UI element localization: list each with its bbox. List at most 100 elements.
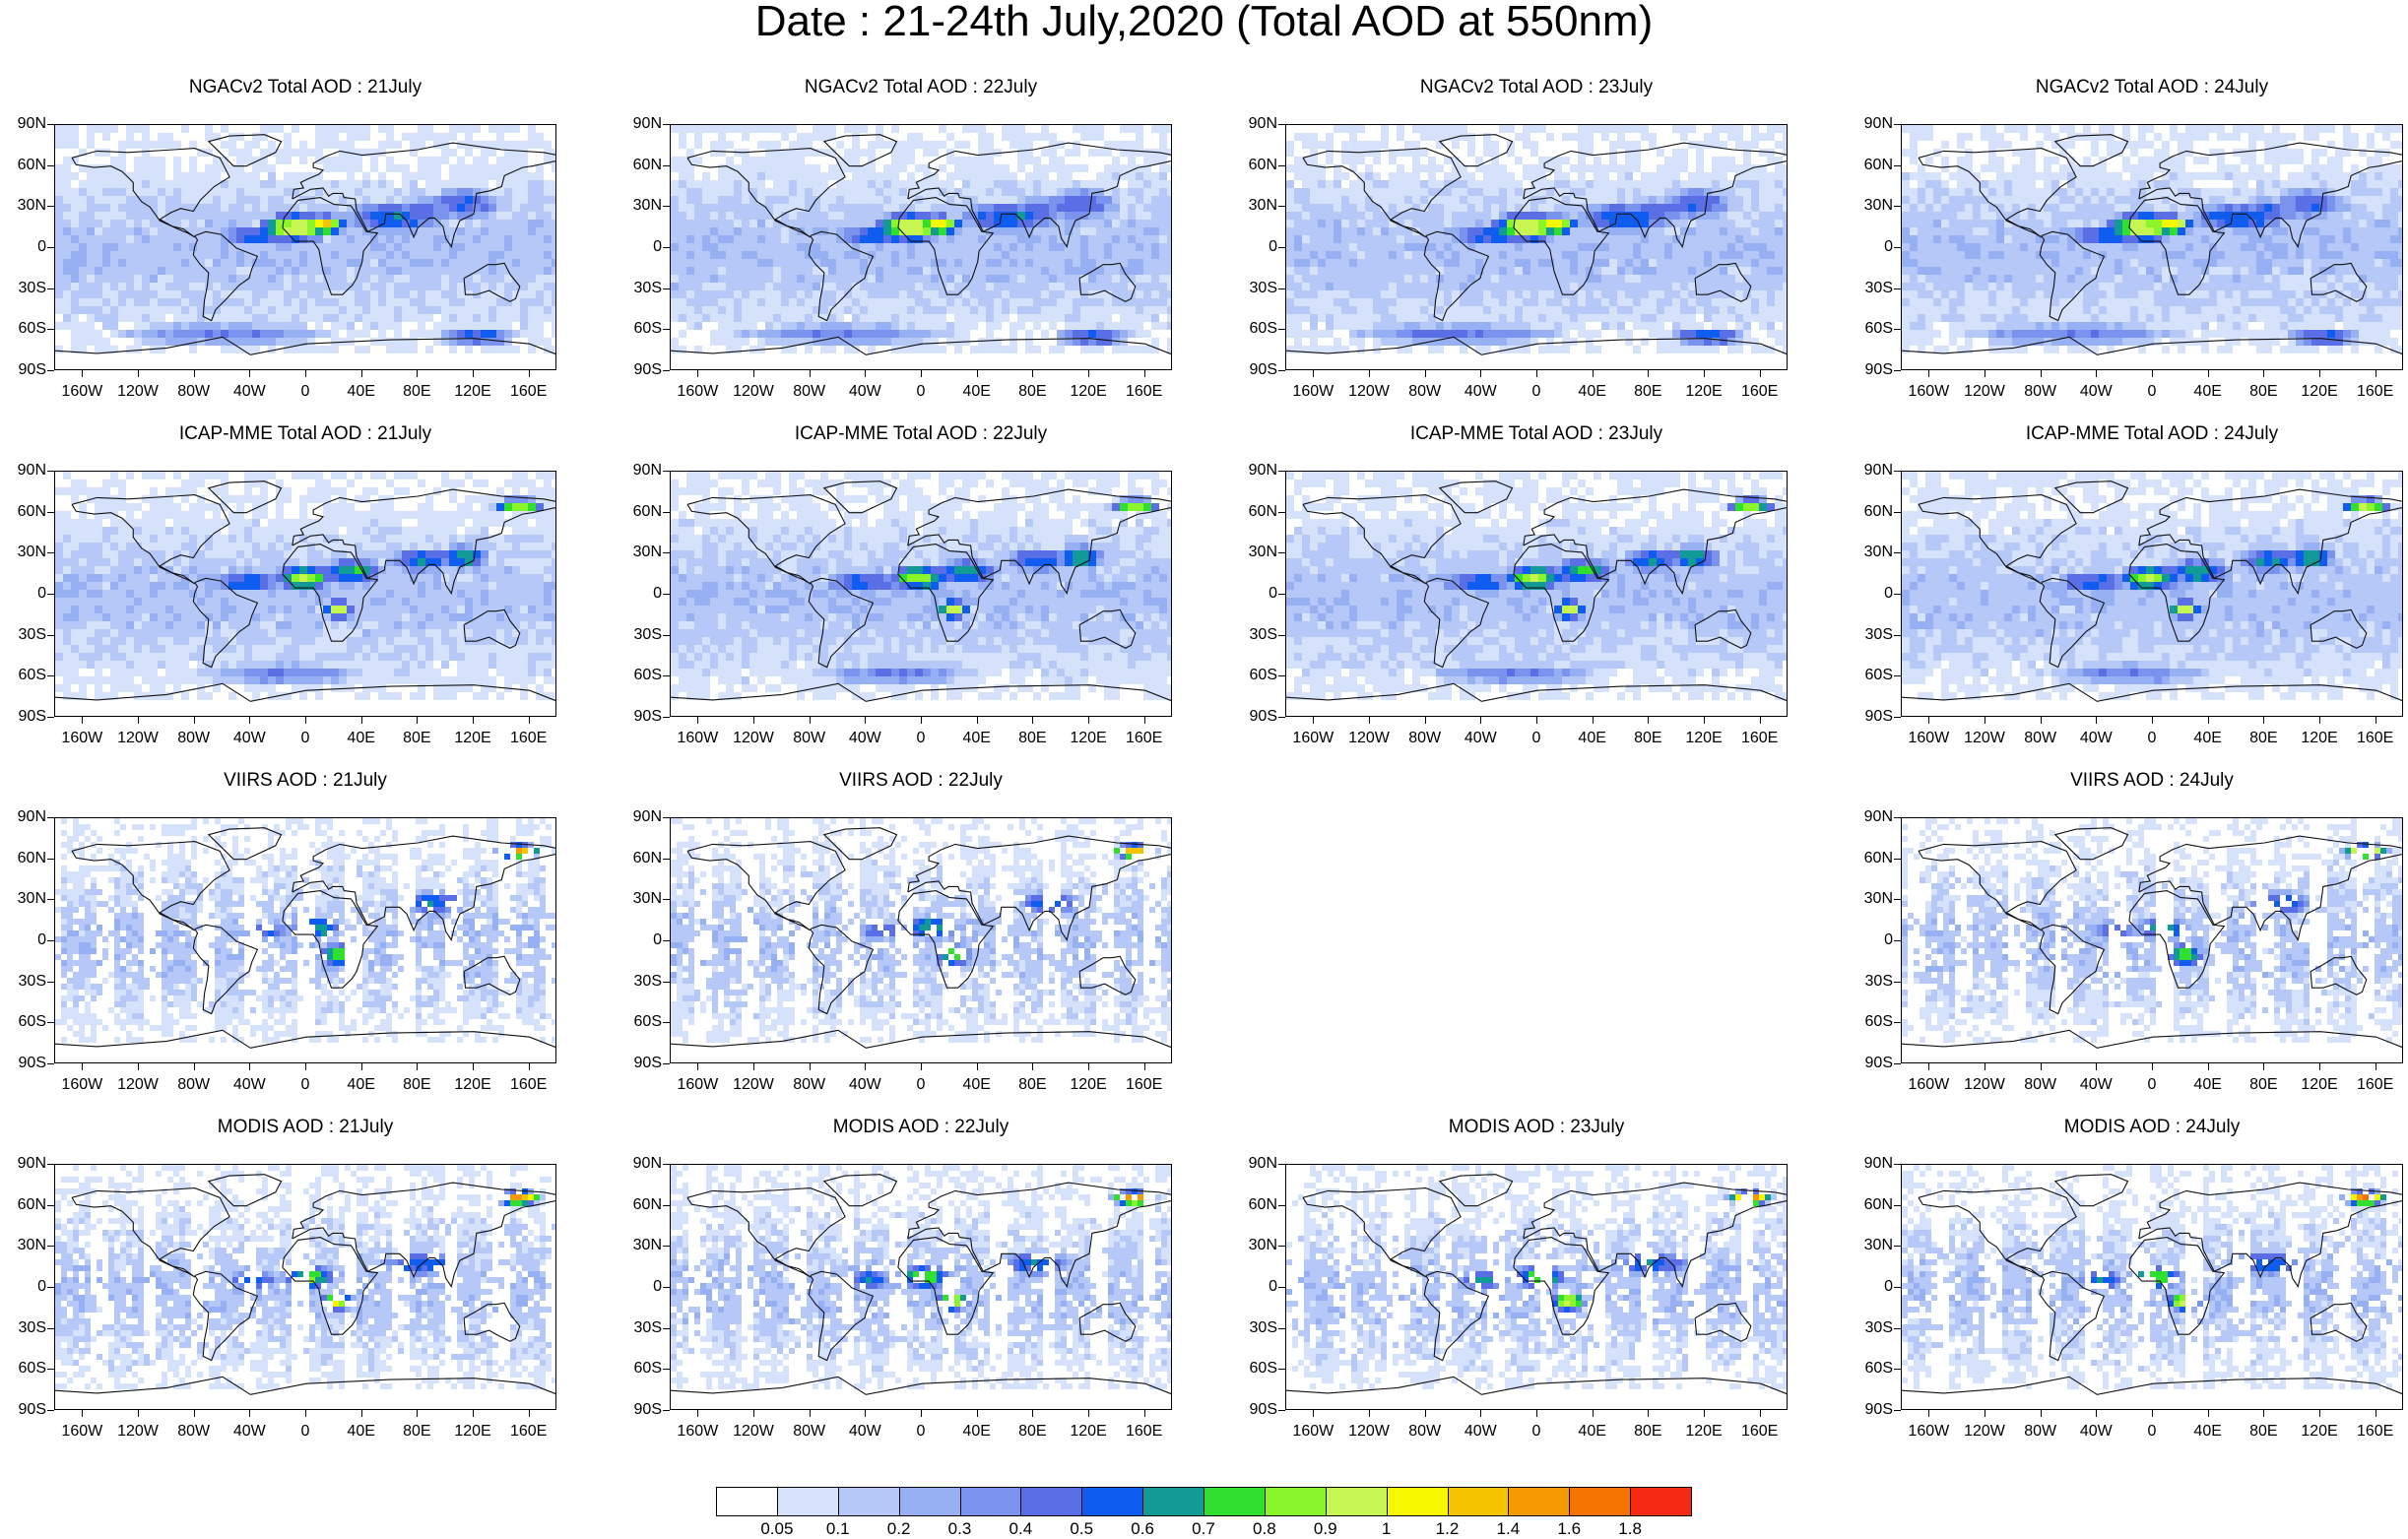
lon-tick [809,1410,811,1417]
lat-tick-label: 30N [1864,1238,1893,1253]
map-panel-ngacv2-22july: NGACv2 Total AOD : 22July 90N 60N 30N 0 30S 60… [633,77,1172,400]
lat-tick-label: 60S [634,668,662,683]
lat-tick-label: 30S [19,280,46,296]
colorbar-swatch [716,1487,778,1516]
lat-tick-label: 0 [1884,932,1893,948]
lat-tick-label: 30N [1864,545,1893,560]
lat-tick-label: 90S [1250,709,1277,725]
lat-tick-label: 60S [19,1361,46,1377]
lon-tick [809,370,811,377]
lat-tick [663,124,670,125]
lon-tick [305,717,306,724]
lon-tick [1928,1410,1930,1417]
lat-tick-label: 90S [1250,1402,1277,1418]
lon-tick-label: 80E [403,1077,430,1093]
lon-tick [1424,717,1426,724]
lat-tick-label: 90N [633,1156,662,1172]
lat-tick [1278,164,1285,166]
lat-tick-label: 60N [1864,850,1893,866]
lat-tick-label: 0 [653,1279,662,1295]
lat-tick [1278,552,1285,554]
colorbar-label: 0.3 [948,1520,972,1537]
lat-tick [1894,817,1901,818]
map-panel-modis-23july: MODIS AOD : 23July 90N 60N 30N 0 30S 60S 90S 160… [1249,1117,1788,1440]
lat-tick [1278,247,1285,248]
map-panel-icap-mme-23july: ICAP-MME Total AOD : 23July 90N 60N 30N 0 30S… [1249,423,1788,746]
lat-tick [1894,1369,1901,1371]
map-panel-ngacv2-23july: NGACv2 Total AOD : 23July 90N 60N 30N 0 30S 60… [1249,77,1788,400]
lon-tick-label: 80E [403,384,430,400]
lon-tick-label: 160W [677,1424,718,1440]
map-panel-icap-mme-24july: ICAP-MME Total AOD : 24July 90N 60N 30N 0 30S… [1864,423,2403,746]
lon-tick-label: 80W [177,1077,210,1093]
lat-tick [1894,1327,1901,1329]
lat-tick-label: 60N [18,1196,46,1213]
lon-tick [305,1410,306,1417]
lon-tick [697,1410,699,1417]
lat-tick [1278,634,1285,636]
lat-tick-label: 30S [1865,626,1893,643]
lat-tick-label: 0 [1269,239,1277,255]
lat-tick-label: 30N [1864,198,1893,214]
lat-tick [663,981,670,983]
lat-tick-label: 30S [1865,280,1893,296]
lon-tick [976,1410,978,1417]
lat-tick-label: 60N [1249,503,1277,520]
colorbar-swatch [837,1487,900,1516]
lat-tick-label: 60N [633,850,662,866]
lon-tick-label: 120E [1070,1077,1106,1093]
lon-tick-label: 40E [2193,384,2221,400]
lat-tick [1278,675,1285,677]
aod-field [1286,1165,1787,1395]
lon-tick [473,1410,474,1417]
lat-tick-label: 0 [653,586,662,602]
lat-tick-label: 60S [1250,321,1277,337]
aod-map [1901,817,2403,1063]
lon-tick-label: 160W [61,384,102,400]
lon-tick-label: 160W [61,1077,102,1093]
aod-map [670,1164,1172,1410]
lon-tick-label: 80W [177,384,210,400]
lon-tick-label: 160E [2357,731,2393,746]
lat-tick-label: 0 [1884,1279,1893,1295]
lon-tick [1032,1063,1034,1070]
colorbar-label: 1.2 [1436,1520,1460,1537]
lat-tick [1894,1164,1901,1165]
panel-title: VIIRS AOD : 21July [54,770,556,792]
aod-map [670,124,1172,370]
lat-tick [1894,634,1901,636]
aod-map [54,124,556,370]
lat-tick-label: 30S [634,973,662,990]
lon-tick [697,1063,699,1070]
lat-tick [1894,675,1901,677]
lon-tick-label: 160E [1126,731,1162,746]
lon-tick-label: 120W [1964,384,2005,400]
lon-tick-label: 0 [2148,1424,2157,1440]
aod-field [55,472,555,702]
lon-tick-label: 80E [2249,731,2277,746]
lon-tick [249,370,251,377]
lat-tick [1894,1410,1901,1411]
map-panel-modis-21july: MODIS AOD : 21July 90N 60N 30N 0 30S 60S 90S 160… [18,1117,556,1440]
lon-tick [1143,370,1145,377]
lat-tick-label: 60N [18,850,46,866]
lon-tick-label: 120W [117,731,159,746]
lon-tick [138,1063,139,1070]
colorbar-swatch [959,1487,1022,1516]
lat-tick-label: 90S [1865,709,1893,725]
lat-tick [47,817,54,818]
lon-tick-label: 120W [1348,384,1390,400]
lat-tick-label: 30N [633,891,662,907]
lon-tick-label: 40W [2080,731,2113,746]
lon-tick-label: 0 [917,1424,926,1440]
lon-tick-label: 80W [1408,731,1441,746]
lon-tick [1648,370,1650,377]
colorbar-label: 0.5 [1070,1520,1093,1537]
lon-tick-label: 40W [849,1424,881,1440]
lon-tick [865,717,867,724]
lat-tick [663,164,670,166]
lon-tick-label: 80W [2024,1077,2056,1093]
aod-field [671,818,1171,1049]
lon-tick-label: 160E [510,1424,547,1440]
colorbar-swatch [1325,1487,1388,1516]
